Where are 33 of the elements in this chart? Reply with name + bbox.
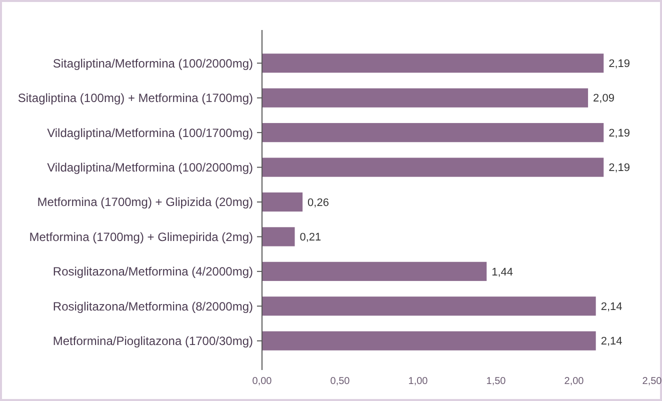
y-tick-label: Rosiglitazona/Metformina (4/2000mg): [52, 264, 253, 279]
x-tick-label: 0,50: [330, 376, 350, 387]
x-tick-label: 1,50: [486, 376, 506, 387]
data-label: 2,19: [608, 58, 630, 70]
bar: [262, 88, 588, 108]
bar: [262, 296, 596, 316]
x-tick-label: 0,00: [252, 376, 272, 387]
bar: [262, 331, 596, 350]
data-label: 2,09: [593, 92, 614, 105]
bar: [262, 158, 604, 177]
y-tick-label: Metformina (1700mg) + Glipizida (20mg): [37, 195, 253, 210]
bar: [262, 123, 604, 142]
bar: [262, 227, 295, 246]
y-tick-label: Metformina/Pioglitazona (1700/30mg): [52, 334, 253, 348]
y-tick-label: Sitagliptina (100mg) + Metformina (1700mg): [18, 91, 253, 106]
data-label: 2,19: [608, 127, 630, 140]
data-label: 2,14: [600, 336, 622, 348]
data-label: 2,19: [608, 162, 630, 174]
y-tick-label: Metformina (1700mg) + Glimepirida (2mg): [29, 230, 253, 244]
y-tick-label: Vildagliptina/Metformina (100/2000mg): [47, 160, 253, 174]
data-label: 0,21: [300, 232, 322, 244]
x-tick-label: 2,00: [564, 376, 584, 387]
x-tick-label: 2,50: [642, 376, 662, 387]
y-tick-label: Rosiglitazona/Metformina (8/2000mg): [52, 299, 253, 314]
bar: [262, 54, 604, 73]
bar: [262, 262, 487, 281]
y-tick-label: Vildagliptina/Metformina (100/1700mg): [47, 126, 253, 140]
data-label: 0,26: [308, 196, 329, 209]
x-tick-label: 1,00: [408, 376, 428, 387]
bar: [262, 192, 303, 212]
data-label: 1,44: [492, 266, 514, 278]
data-label: 2,14: [600, 300, 622, 313]
y-tick-label: Sitagliptina/Metformina (100/2000mg): [52, 56, 253, 70]
